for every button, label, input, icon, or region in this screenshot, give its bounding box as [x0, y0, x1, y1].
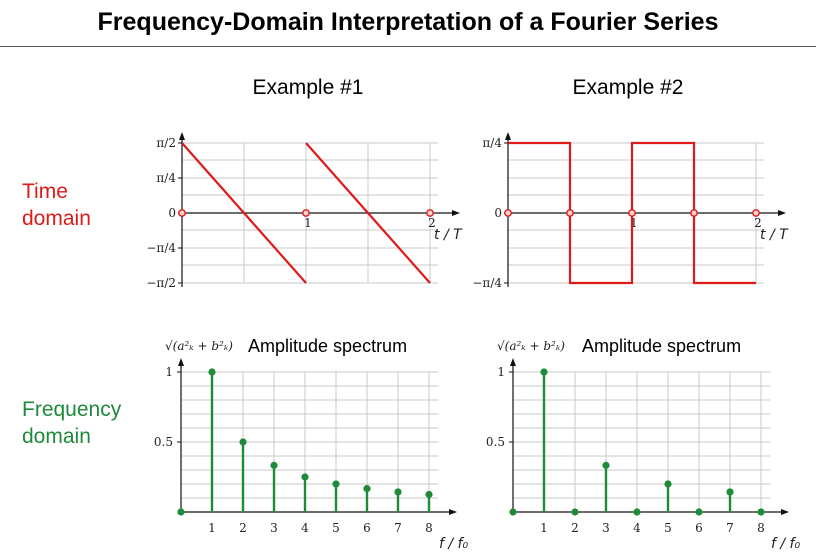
- freq-stem-dot-8: [757, 508, 765, 516]
- freq-x-tick-0: 1: [208, 521, 216, 535]
- time-y-arrow: [179, 132, 185, 140]
- time-marker-4: [752, 209, 760, 217]
- freq-y-tick-0: 1: [497, 365, 505, 379]
- freq-x-tick-5: 6: [695, 521, 703, 535]
- freq-x-axis-label: f / f₀: [439, 536, 468, 552]
- freq-x-tick-4: 5: [332, 521, 340, 535]
- time-y-tick-1: π/4: [156, 171, 176, 185]
- freq-x-axis-label: f / f₀: [771, 536, 800, 552]
- time-x-arrow: [778, 210, 786, 216]
- column-heading-example-1: Example #1: [252, 76, 364, 99]
- time-y-arrow: [505, 132, 511, 140]
- freq-y-tick-0: 1: [165, 365, 173, 379]
- freq-x-tick-0: 1: [540, 521, 548, 535]
- freq-stem-dot-1: [208, 368, 216, 376]
- freq-plot-title: Amplitude spectrum: [582, 336, 741, 356]
- freq-x-tick-6: 7: [726, 521, 734, 535]
- column-heading-example-2: Example #2: [572, 76, 684, 99]
- time-marker-3: [690, 209, 698, 217]
- freq-stem-dot-4: [301, 473, 309, 481]
- time-y-tick-4: −π/2: [146, 276, 176, 290]
- freq-y-axis-label: √(a²ₖ + b²ₖ): [165, 339, 233, 353]
- time-y-tick-2: 0: [168, 206, 176, 220]
- freq-stem-dot-7: [726, 488, 734, 496]
- time-x-tick-0: 1: [304, 216, 312, 230]
- time-plot-1: π/2 π/4 0 −π/4 −π/2 1 2t / T: [146, 132, 463, 290]
- time-x-axis-label: t / T: [434, 227, 463, 243]
- freq-plot-title: Amplitude spectrum: [248, 336, 407, 356]
- freq-stem-dot-2: [239, 438, 247, 446]
- time-x-tick-0: 1: [630, 216, 638, 230]
- time-marker-1: [302, 209, 310, 217]
- page-title: Frequency-Domain Interpretation of a Fou…: [97, 8, 719, 36]
- time-marker-2: [628, 209, 636, 217]
- time-y-tick-3: −π/4: [146, 241, 176, 255]
- row-label-time-line-1: Time: [22, 180, 68, 203]
- freq-stem-dot-6: [363, 485, 371, 493]
- freq-stem-dot-3: [270, 461, 278, 469]
- freq-x-tick-3: 4: [301, 521, 309, 535]
- time-x-arrow: [452, 210, 460, 216]
- freq-stem-dot-0: [509, 508, 517, 516]
- row-label-time: Time domain: [22, 178, 91, 232]
- freq-y-tick-1: 0.5: [486, 435, 505, 449]
- row-label-frequency-line-1: Frequency: [22, 398, 122, 421]
- freq-stem-dot-3: [602, 461, 610, 469]
- freq-x-tick-2: 3: [602, 521, 610, 535]
- freq-stem-dot-6: [695, 508, 703, 516]
- freq-plot-1: Amplitude spectrum √(a²ₖ + b²ₖ) 1 0.5 1 2 3 4 5 6…: [154, 336, 469, 552]
- freq-x-tick-1: 2: [571, 521, 579, 535]
- time-x-tick-1: 2: [428, 216, 436, 230]
- title-divider: [0, 46, 816, 47]
- freq-stem-dot-5: [664, 480, 672, 488]
- freq-stem-dot-5: [332, 480, 340, 488]
- freq-stem-dot-4: [633, 508, 641, 516]
- freq-x-tick-6: 7: [394, 521, 402, 535]
- time-waveform-segment-0: [181, 142, 307, 284]
- freq-stem-dot-8: [425, 490, 433, 499]
- freq-x-tick-3: 4: [633, 521, 641, 535]
- time-x-axis-label: t / T: [760, 227, 789, 243]
- row-label-frequency-line-2: domain: [22, 425, 91, 448]
- freq-stem-dot-1: [540, 368, 548, 376]
- freq-x-tick-4: 5: [664, 521, 672, 535]
- freq-x-tick-5: 6: [363, 521, 371, 535]
- freq-x-arrow: [449, 509, 457, 515]
- time-marker-2: [426, 209, 434, 217]
- freq-stem-dot-7: [394, 488, 402, 496]
- time-marker-0: [504, 209, 512, 217]
- time-marker-1: [566, 209, 574, 217]
- freq-stem-dot-2: [571, 508, 579, 516]
- freq-x-tick-1: 2: [239, 521, 247, 535]
- freq-stem-dot-0: [177, 508, 185, 516]
- time-marker-0: [178, 209, 186, 217]
- freq-x-tick-2: 3: [270, 521, 278, 535]
- freq-y-tick-1: 0.5: [154, 435, 173, 449]
- row-label-frequency: Frequency domain: [22, 396, 121, 450]
- freq-plot-2: Amplitude spectrum √(a²ₖ + b²ₖ) 1 0.5 1 2 3 4 5 6…: [486, 336, 801, 552]
- time-y-tick-0: π/2: [156, 136, 176, 150]
- time-waveform-segment-1: [305, 142, 431, 284]
- time-x-tick-1: 2: [754, 216, 762, 230]
- freq-x-tick-7: 8: [425, 521, 433, 535]
- freq-x-arrow: [781, 509, 789, 515]
- freq-y-arrow: [510, 358, 516, 366]
- time-y-tick-1: 0: [494, 206, 502, 220]
- row-label-time-line-2: domain: [22, 207, 91, 230]
- freq-y-axis-label: √(a²ₖ + b²ₖ): [497, 339, 565, 353]
- time-plot-2: π/4 0 −π/4 1 2t / T: [472, 132, 789, 290]
- time-y-tick-0: π/4: [482, 136, 502, 150]
- freq-y-arrow: [178, 358, 184, 366]
- freq-x-tick-7: 8: [757, 521, 765, 535]
- time-y-tick-2: −π/4: [472, 276, 502, 290]
